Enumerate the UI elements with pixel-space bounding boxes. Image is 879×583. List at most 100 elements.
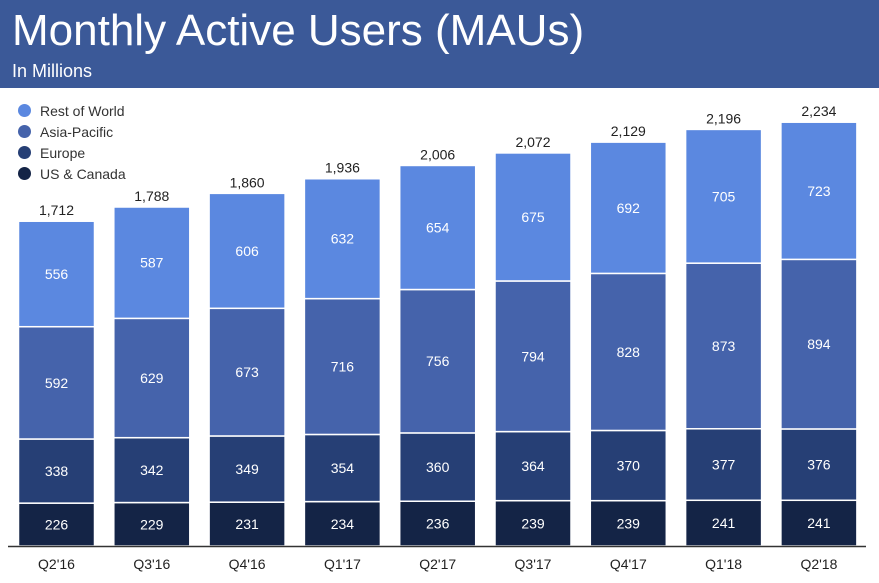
x-tick-label: Q4'17 [610,556,647,572]
legend-label-us-canada: US & Canada [40,165,126,182]
x-tick-label: Q3'17 [515,556,552,572]
data-label-europe: 376 [807,457,831,473]
bar-segment-rest-of-world [113,206,191,320]
data-label-us-canada: 231 [235,516,259,532]
total-label: 1,936 [325,160,360,176]
x-tick-label: Q3'16 [133,556,170,572]
data-label-europe: 360 [426,459,450,475]
data-label-asia-pacific: 673 [235,364,259,380]
bar-segment-rest-of-world [589,141,668,275]
x-tick-label: Q1'18 [705,556,742,572]
data-label-rest-of-world: 654 [426,219,450,235]
data-label-asia-pacific: 794 [521,348,545,364]
x-tick-label: Q2'18 [800,556,837,572]
total-label: 1,860 [230,174,265,190]
bar-segment-rest-of-world [17,220,96,328]
total-label: 2,006 [420,146,455,162]
bar-segment-europe [398,432,477,502]
data-label-europe: 342 [140,462,164,478]
bar-segment-rest-of-world [303,177,382,300]
data-label-rest-of-world: 632 [331,231,355,247]
bar-segment-asia-pacific [398,288,477,434]
data-label-rest-of-world: 675 [521,209,545,225]
data-label-asia-pacific: 873 [712,338,736,354]
bar-segment-us-canada [303,500,382,547]
chart-legend: Rest of World Asia-Pacific Europe US & C… [18,100,126,184]
total-label: 1,788 [134,188,169,204]
data-label-us-canada: 239 [617,515,641,531]
bar-segment-asia-pacific [780,258,858,430]
legend-item-europe: Europe [18,142,126,163]
bar-segment-europe [303,433,382,503]
x-tick-label: Q2'17 [419,556,456,572]
chart-subtitle: In Millions [12,61,93,81]
data-label-us-canada: 241 [712,515,736,531]
x-tick-label: Q2'16 [38,556,75,572]
bar-segment-europe [494,430,572,502]
bar-segment-rest-of-world [780,121,858,261]
data-label-rest-of-world: 723 [807,183,831,199]
data-label-us-canada: 226 [45,517,69,533]
data-label-asia-pacific: 629 [140,370,164,386]
bar-segment-asia-pacific [208,307,286,437]
x-tick-label: Q1'17 [324,556,361,572]
bar-segment-us-canada [780,499,858,547]
legend-label-rest-of-world: Rest of World [40,102,125,119]
legend-swatch-us-canada [18,167,31,180]
data-label-asia-pacific: 756 [426,353,450,369]
bar-segment-asia-pacific [303,297,382,436]
legend-swatch-rest-of-world [18,104,31,117]
bar-segment-europe [589,429,668,502]
data-label-us-canada: 239 [521,515,545,531]
bar-segment-rest-of-world [398,164,477,291]
data-label-rest-of-world: 606 [235,243,259,259]
legend-label-europe: Europe [40,144,86,161]
bar-segment-rest-of-world [494,152,572,282]
bar-segment-europe [113,436,191,504]
total-label: 1,712 [39,202,74,218]
data-label-rest-of-world: 556 [45,266,69,282]
data-label-us-canada: 241 [807,515,831,531]
bar-segment-europe [684,428,763,502]
data-label-europe: 354 [331,460,355,476]
bar-segment-europe [17,438,96,504]
data-label-europe: 377 [712,457,736,473]
bar-segment-us-canada [398,500,477,547]
data-label-us-canada: 234 [331,516,355,532]
data-label-us-canada: 236 [426,516,450,532]
data-label-rest-of-world: 587 [140,255,164,271]
x-tick-label: Q4'16 [229,556,266,572]
data-label-rest-of-world: 705 [712,188,736,204]
data-label-europe: 364 [521,458,545,474]
legend-swatch-europe [18,146,31,159]
legend-item-rest-of-world: Rest of World [18,100,126,121]
legend-item-asia-pacific: Asia-Pacific [18,121,126,142]
data-label-europe: 349 [235,461,259,477]
bar-segment-asia-pacific [684,262,763,430]
data-label-us-canada: 229 [140,516,164,532]
total-label: 2,234 [801,103,836,119]
data-label-europe: 370 [617,458,641,474]
bar-segment-us-canada [17,502,96,547]
bar-segment-asia-pacific [113,317,191,439]
data-label-europe: 338 [45,463,69,479]
data-label-rest-of-world: 692 [617,200,641,216]
data-label-asia-pacific: 716 [331,359,355,375]
legend-swatch-asia-pacific [18,125,31,138]
chart-title: Monthly Active Users (MAUs) [12,6,585,55]
bar-segment-rest-of-world [208,192,286,310]
data-label-asia-pacific: 592 [45,375,69,391]
total-label: 2,129 [611,123,646,139]
bar-segment-asia-pacific [494,280,572,433]
total-label: 2,072 [515,134,550,150]
bar-segment-rest-of-world [684,128,763,264]
legend-item-us-canada: US & Canada [18,163,126,184]
bar-segment-asia-pacific [589,272,668,432]
data-label-asia-pacific: 828 [617,344,641,360]
data-label-asia-pacific: 894 [807,336,831,352]
total-label: 2,196 [706,110,741,126]
bar-segment-us-canada [684,499,763,547]
legend-label-asia-pacific: Asia-Pacific [40,123,114,140]
bar-segment-us-canada [589,499,668,547]
